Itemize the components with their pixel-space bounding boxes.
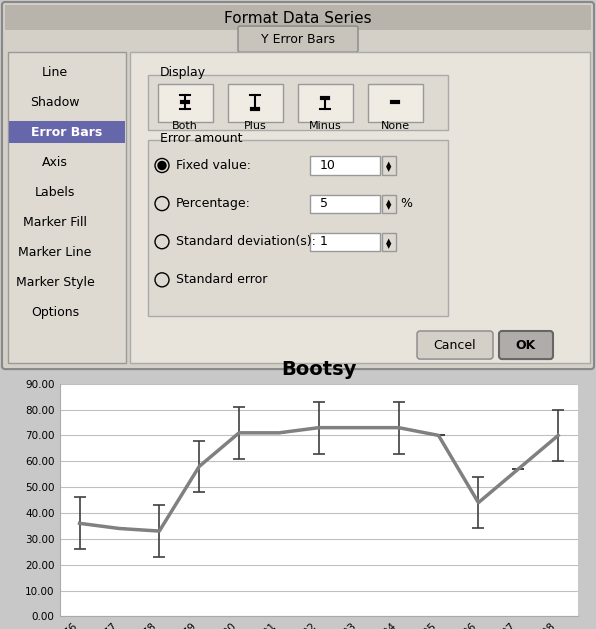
Text: ▼: ▼ (386, 243, 392, 248)
Text: Axis: Axis (42, 156, 68, 169)
Text: Display: Display (160, 65, 206, 79)
Text: Error amount: Error amount (160, 132, 243, 145)
Text: ▼: ▼ (386, 167, 392, 172)
Bar (310, 233, 380, 251)
Text: Percentage:: Percentage: (176, 197, 251, 210)
Bar (8, 52, 126, 363)
Text: Standard error: Standard error (176, 274, 268, 286)
Text: Cancel: Cancel (434, 338, 476, 352)
Bar (382, 194, 396, 213)
Bar (158, 84, 213, 123)
Text: %: % (400, 197, 412, 210)
Text: Plus: Plus (244, 121, 266, 131)
Circle shape (158, 162, 166, 169)
Title: Bootsy: Bootsy (281, 360, 356, 379)
Text: None: None (380, 121, 409, 131)
Bar (228, 84, 283, 123)
Text: ▲: ▲ (386, 199, 392, 206)
Text: 10: 10 (320, 159, 336, 172)
Text: Fixed value:: Fixed value: (176, 159, 251, 172)
Bar (368, 84, 423, 123)
Bar (148, 140, 448, 316)
Bar (382, 157, 396, 174)
Bar (130, 52, 590, 363)
Bar (5, 5, 591, 30)
Text: Marker Line: Marker Line (18, 247, 92, 259)
Text: OK: OK (516, 338, 536, 352)
Text: Standard deviation(s):: Standard deviation(s): (176, 235, 316, 248)
Text: ▼: ▼ (386, 204, 392, 211)
Text: 1: 1 (320, 235, 328, 248)
Text: Line: Line (42, 65, 68, 79)
Bar (9, 121, 125, 143)
Text: Error Bars: Error Bars (32, 126, 103, 139)
Text: Shadow: Shadow (30, 96, 80, 109)
FancyBboxPatch shape (2, 2, 594, 369)
Bar (298, 84, 353, 123)
Text: 5: 5 (320, 197, 328, 210)
Text: Marker Fill: Marker Fill (23, 216, 87, 229)
Text: Labels: Labels (35, 186, 75, 199)
Text: Both: Both (172, 121, 198, 131)
FancyBboxPatch shape (499, 331, 553, 359)
Text: ▲: ▲ (386, 238, 392, 243)
FancyBboxPatch shape (417, 331, 493, 359)
Text: Marker Style: Marker Style (15, 276, 94, 289)
Text: ▲: ▲ (386, 162, 392, 167)
Text: Y Error Bars: Y Error Bars (261, 33, 335, 46)
Text: Options: Options (31, 306, 79, 320)
Bar (310, 157, 380, 174)
FancyBboxPatch shape (238, 26, 358, 52)
Bar (148, 75, 448, 130)
Bar (382, 233, 396, 251)
Text: Format Data Series: Format Data Series (224, 11, 372, 26)
Bar (310, 194, 380, 213)
Text: Minus: Minus (309, 121, 342, 131)
